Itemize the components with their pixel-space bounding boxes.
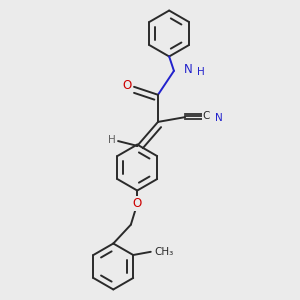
Text: C: C — [203, 112, 210, 122]
Text: O: O — [133, 197, 142, 210]
Text: O: O — [122, 79, 132, 92]
Text: CH₃: CH₃ — [154, 247, 174, 257]
Text: N: N — [215, 113, 223, 123]
Text: N: N — [184, 63, 193, 76]
Text: H: H — [197, 68, 205, 77]
Text: H: H — [109, 135, 116, 145]
